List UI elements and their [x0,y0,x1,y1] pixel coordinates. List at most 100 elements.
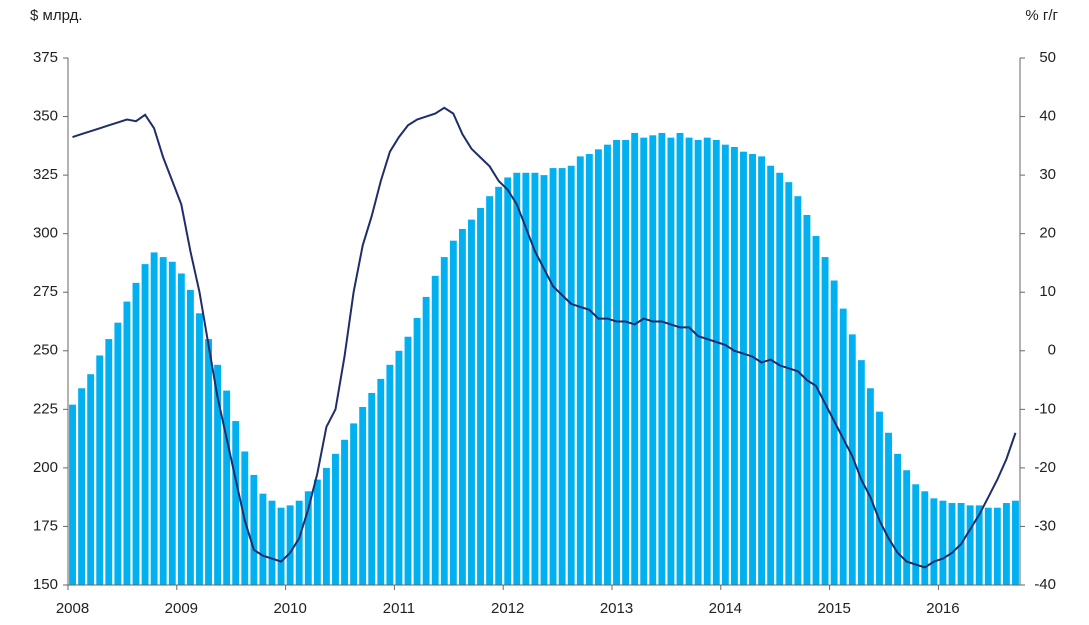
bar [486,196,494,586]
y-tick-label: 200 [33,459,58,476]
bar [250,474,258,585]
y-tick-label: 150 [33,576,58,593]
bar [785,182,793,586]
y2-tick-label: -20 [1034,459,1056,476]
bar [676,132,684,585]
bar [504,177,512,585]
bar [939,500,947,585]
bar [558,168,566,585]
bar [984,507,992,585]
bar [694,139,702,585]
y2-tick-label: -30 [1034,517,1056,534]
bar [585,154,593,585]
bar [313,479,321,585]
bar [458,228,466,585]
bar [767,165,775,585]
bar [921,491,929,585]
bar [649,135,657,585]
y2-tick-label: -40 [1034,576,1056,593]
bar [540,175,548,585]
bar [803,214,811,585]
bar [268,500,276,585]
line [72,106,1017,569]
bar [468,219,475,585]
bar [1002,503,1010,585]
x-tick-label: 2016 [926,600,959,617]
bar [903,470,911,585]
bar [1012,500,1019,585]
bar [821,257,829,585]
bar [150,252,158,585]
bar [712,139,720,585]
bar [830,280,838,585]
y-tick-label: 250 [33,342,58,359]
bar [576,156,584,585]
x-tick-label: 2013 [600,600,633,617]
bar [857,360,865,585]
bar [232,421,240,585]
bar [431,275,439,585]
bar [658,132,666,585]
bar [667,137,675,585]
bar [132,282,140,585]
bar [812,236,820,585]
bar [948,503,956,585]
bar [332,453,339,585]
bar [277,507,285,585]
bar [322,467,330,585]
bar [78,388,86,585]
bar [912,484,920,585]
bar [96,355,104,585]
bar [613,139,620,585]
bar [205,339,212,585]
bar [522,172,530,585]
bar [368,392,376,585]
bar [295,500,303,585]
bar [196,313,203,585]
bar [168,261,176,585]
y2-axis-label: % г/г [1025,7,1058,24]
x-tick-label: 2012 [491,600,524,617]
bar [105,339,113,585]
bar [730,147,738,585]
bar [114,322,122,585]
bar [631,132,639,585]
bar [594,149,602,585]
bar [740,151,747,585]
bar [359,406,367,585]
bar [141,264,149,585]
y2-tick-label: 40 [1039,108,1056,125]
bar [885,432,892,585]
bar [186,289,194,585]
bar [776,172,784,585]
y-axis-label: $ млрд. [30,7,83,24]
x-tick-label: 2010 [273,600,306,617]
y2-tick-label: 50 [1039,49,1056,66]
y-tick-label: 275 [33,283,58,300]
y2-tick-label: 10 [1039,283,1056,300]
bar [975,505,983,585]
y-tick-label: 325 [33,166,58,183]
bar [386,364,394,585]
y2-tick-label: 30 [1039,166,1056,183]
bar [876,411,883,585]
bar [749,154,756,585]
bar [567,165,575,585]
bar [87,374,95,585]
bar [685,137,693,585]
x-tick-label: 2014 [709,600,742,617]
y-tick-label: 375 [33,49,58,66]
bar [721,144,729,585]
bar [304,491,312,585]
bar [404,336,412,585]
bar [422,296,430,585]
x-tick-label: 2008 [56,600,89,617]
y2-tick-label: 20 [1039,225,1056,242]
x-tick-label: 2011 [383,600,415,617]
bar [531,172,539,585]
bar [177,273,185,585]
bar [703,137,711,585]
bar [604,144,611,585]
bar [839,308,847,585]
